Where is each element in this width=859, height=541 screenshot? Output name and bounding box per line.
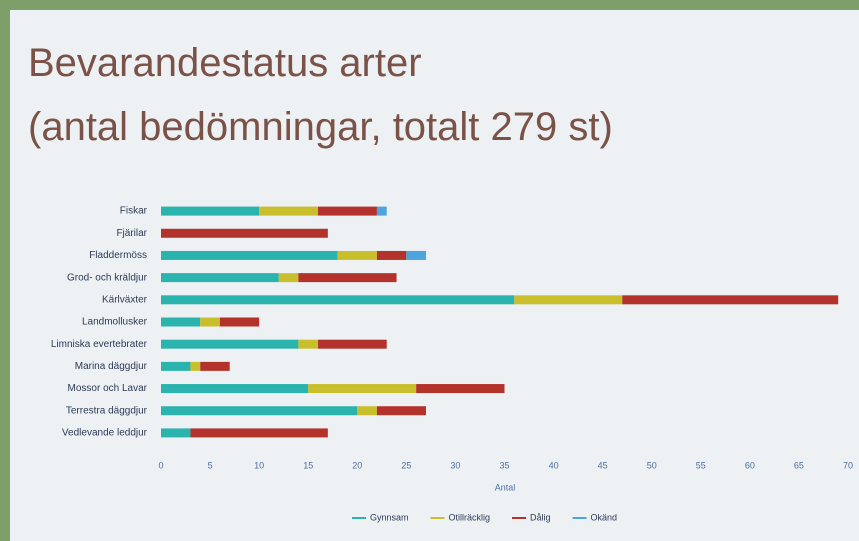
bar-segment — [161, 340, 298, 349]
y-tick-label: Limniska evertebrater — [51, 339, 148, 350]
y-tick-label: Kärlväxter — [102, 294, 148, 305]
bar-segment — [357, 406, 377, 415]
bar-segment — [200, 318, 220, 327]
bar-segment — [298, 273, 396, 282]
bar-segment — [377, 251, 406, 260]
bar-segment — [161, 229, 328, 238]
legend-label: Otillräcklig — [449, 512, 491, 522]
chart: Bevarandestatus arter (antal bedömningar… — [0, 0, 859, 541]
y-tick-label: Vedlevande leddjur — [62, 428, 148, 439]
bar-segment — [161, 295, 514, 304]
bar-segment — [161, 273, 279, 282]
bar-segment — [298, 340, 318, 349]
x-tick-label: 20 — [352, 460, 362, 470]
bar-segment — [416, 384, 504, 393]
bar-segment — [377, 406, 426, 415]
y-tick-label: Landmollusker — [82, 317, 148, 328]
bar-segment — [161, 406, 357, 415]
y-tick-label: Grod- och kräldjur — [67, 272, 148, 283]
bar-segment — [318, 340, 387, 349]
bar-segment — [406, 251, 426, 260]
x-axis-title: Antal — [495, 482, 516, 492]
bar-segment — [318, 207, 377, 216]
bar-segment — [308, 384, 416, 393]
chart-title: Bevarandestatus arter — [28, 41, 422, 85]
bar-segment — [161, 207, 259, 216]
x-tick-label: 0 — [158, 460, 163, 470]
bar-segment — [190, 428, 327, 437]
y-tick-label: Fladdermöss — [89, 250, 147, 261]
bar-segment — [338, 251, 377, 260]
x-tick-label: 55 — [696, 460, 706, 470]
bar-segment — [279, 273, 299, 282]
bar-segment — [622, 295, 838, 304]
x-tick-label: 25 — [401, 460, 411, 470]
chart-subtitle: (antal bedömningar, totalt 279 st) — [28, 105, 613, 149]
x-tick-label: 65 — [794, 460, 804, 470]
y-tick-label: Fjärilar — [116, 228, 147, 239]
x-tick-label: 10 — [254, 460, 264, 470]
x-tick-label: 35 — [499, 460, 509, 470]
y-tick-label: Marina däggdjur — [75, 361, 148, 372]
bar-segment — [161, 318, 200, 327]
legend-label: Okänd — [591, 512, 618, 522]
x-tick-label: 45 — [598, 460, 608, 470]
x-tick-label: 30 — [450, 460, 460, 470]
bar-segment — [161, 428, 190, 437]
bar-segment — [190, 362, 200, 371]
x-tick-label: 60 — [745, 460, 755, 470]
bar-segment — [200, 362, 229, 371]
bar-segment — [161, 362, 190, 371]
legend-label: Gynnsam — [370, 512, 409, 522]
x-tick-label: 50 — [647, 460, 657, 470]
y-tick-label: Mossor och Lavar — [68, 383, 148, 394]
bar-segment — [220, 318, 259, 327]
x-tick-label: 70 — [843, 460, 853, 470]
bar-segment — [161, 384, 308, 393]
x-tick-label: 15 — [303, 460, 313, 470]
legend-label: Dålig — [530, 512, 551, 522]
y-tick-label: Fiskar — [120, 206, 148, 217]
x-tick-label: 5 — [208, 460, 213, 470]
bar-segment — [514, 295, 622, 304]
x-tick-label: 40 — [549, 460, 559, 470]
bar-segment — [377, 207, 387, 216]
y-tick-label: Terrestra däggdjur — [66, 405, 148, 416]
bar-segment — [259, 207, 318, 216]
bar-segment — [161, 251, 338, 260]
